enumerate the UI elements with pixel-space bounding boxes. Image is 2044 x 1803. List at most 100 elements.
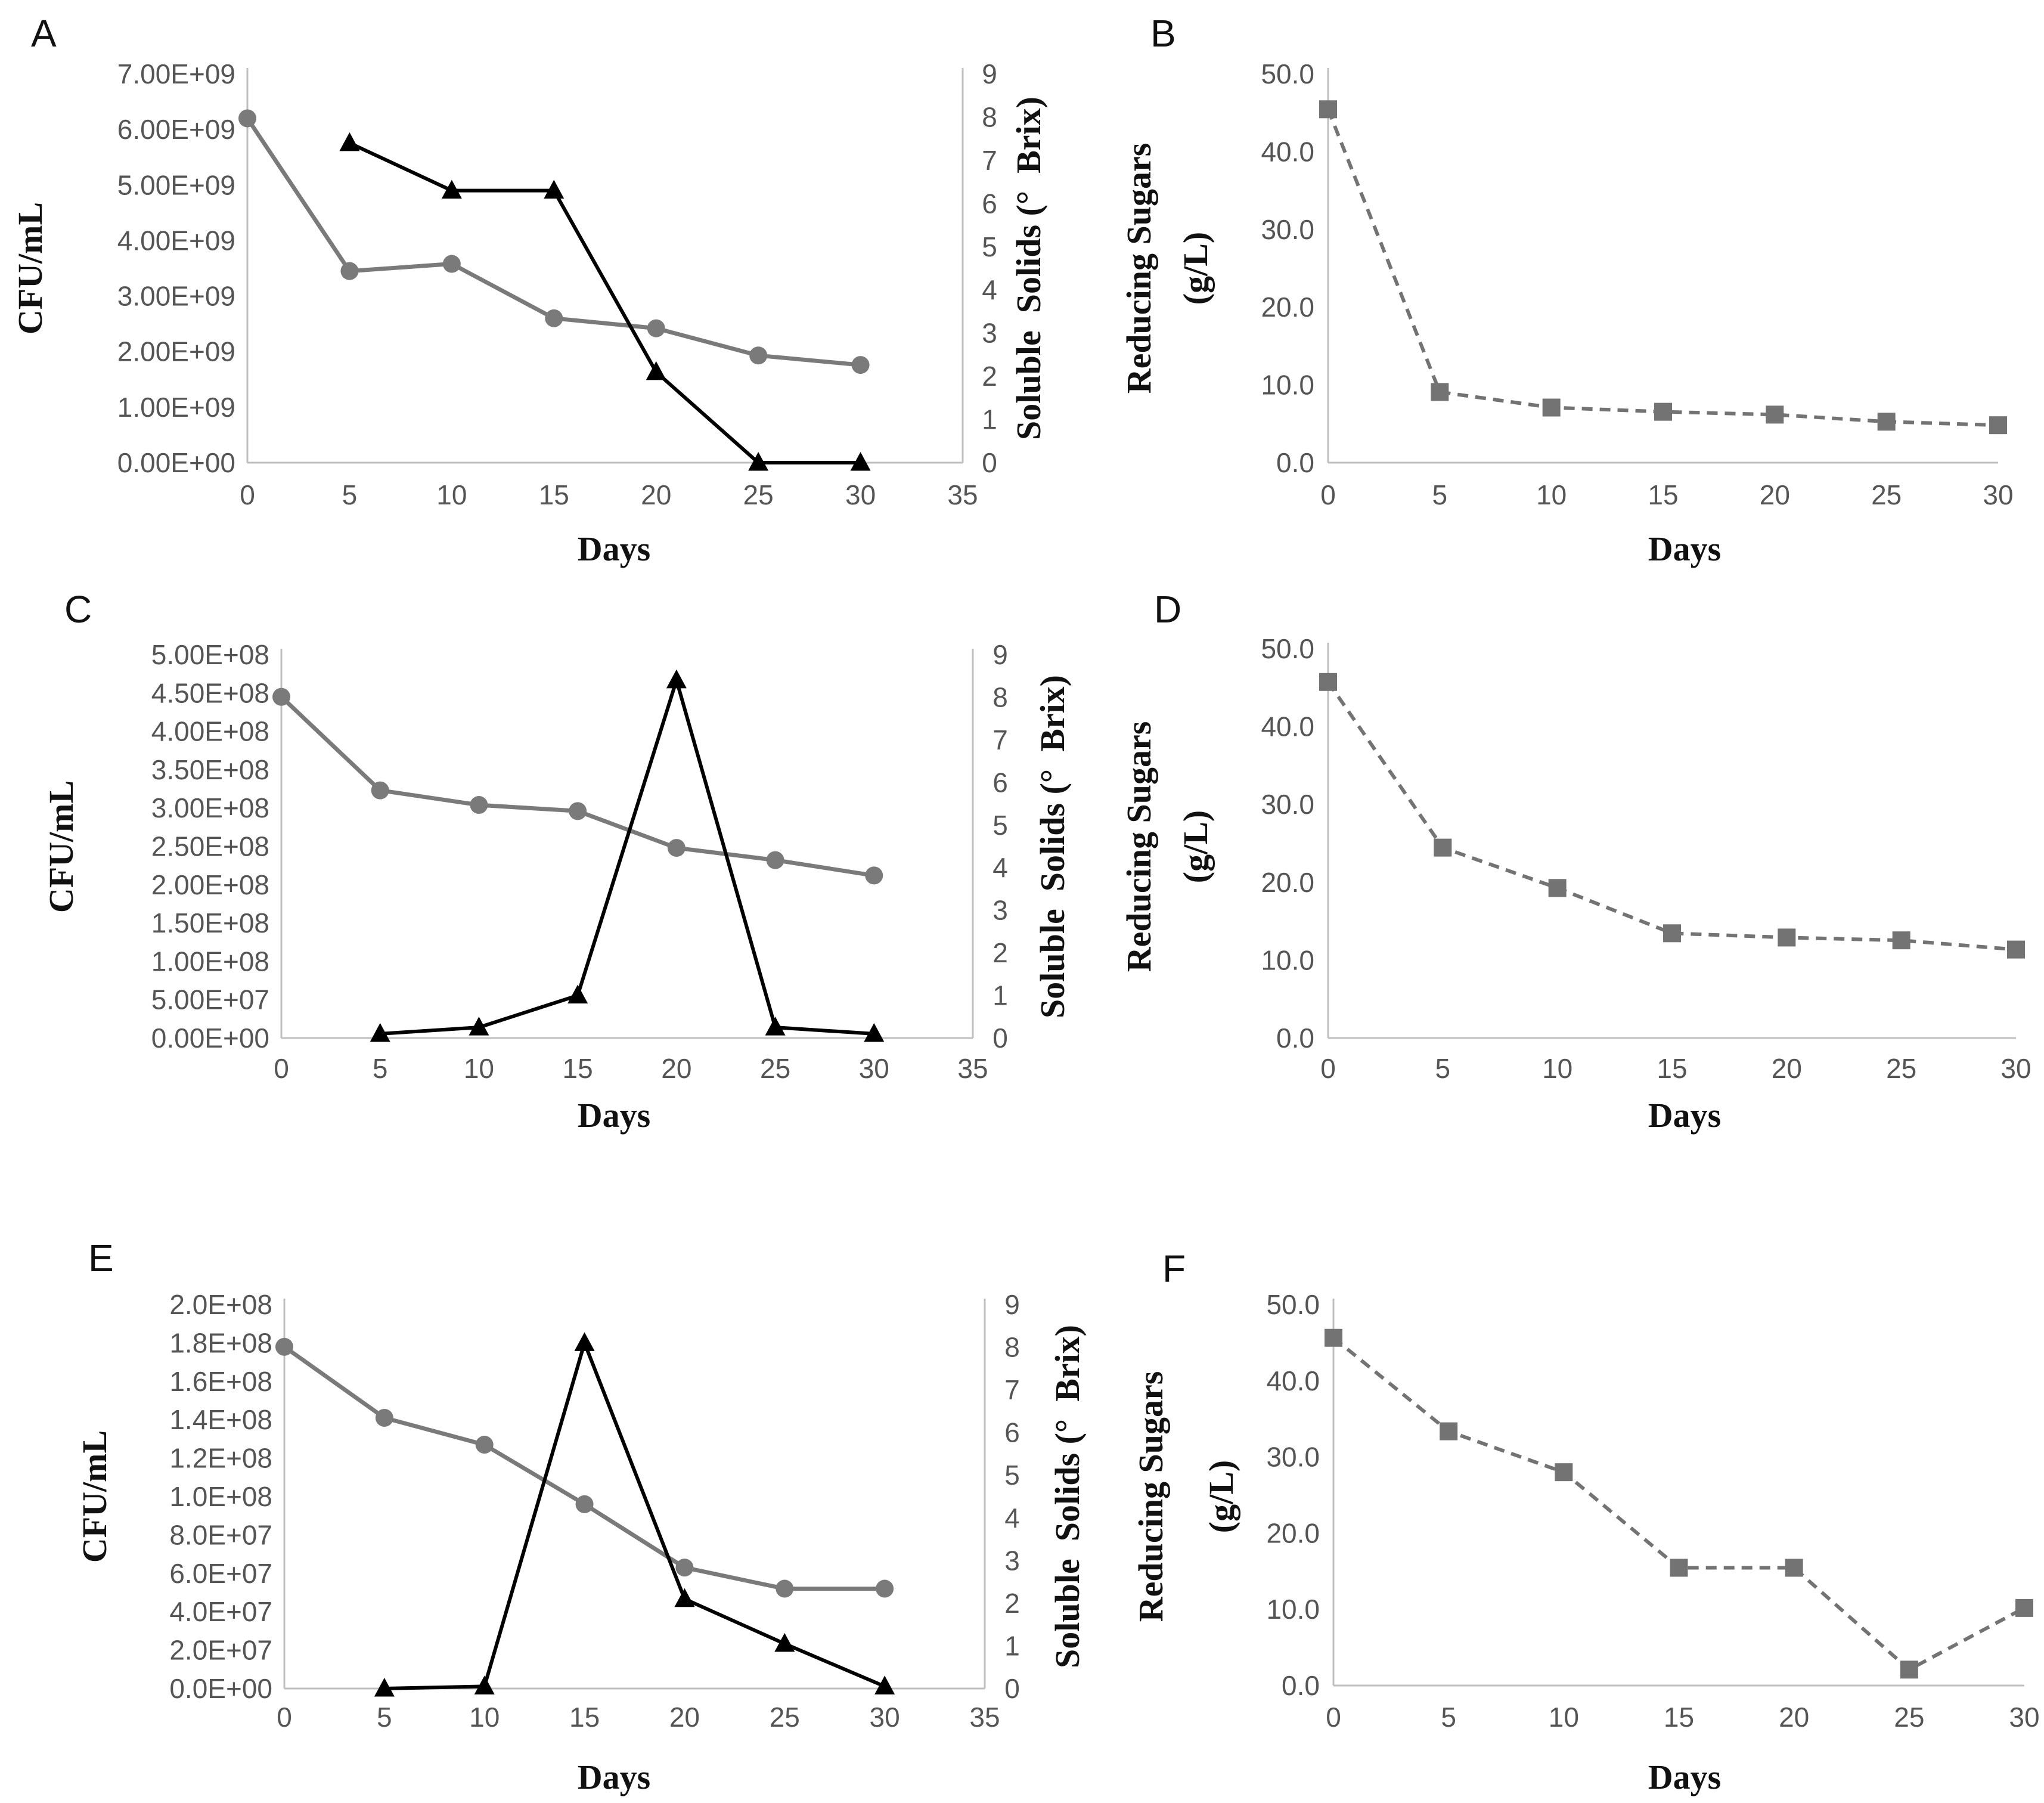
data-point-square bbox=[1877, 413, 1896, 431]
x-tick-label: 15 bbox=[563, 1053, 593, 1084]
y-tick-label: 5.00E+08 bbox=[151, 639, 269, 670]
data-point-square bbox=[2007, 940, 2025, 959]
data-point-triangle bbox=[567, 984, 588, 1004]
y2-tick-label: 2 bbox=[982, 361, 997, 392]
y-tick-label: 0.0 bbox=[1282, 1670, 1320, 1701]
y-tick-label: 7.00E+09 bbox=[117, 58, 235, 89]
x-tick-label: 10 bbox=[1542, 1053, 1572, 1084]
x-tick-label: 25 bbox=[743, 479, 774, 510]
y-axis-title: CFU/mL bbox=[75, 1430, 114, 1563]
data-point-triangle bbox=[544, 179, 564, 199]
y2-tick-label: 7 bbox=[1004, 1374, 1020, 1405]
x-tick-label: 20 bbox=[1760, 479, 1790, 510]
x-tick-label: 5 bbox=[1432, 479, 1448, 510]
data-point-triangle bbox=[864, 1023, 885, 1042]
y2-tick-label: 5 bbox=[1004, 1460, 1020, 1491]
series-line-circle bbox=[283, 1344, 885, 1591]
data-point-triangle bbox=[469, 1017, 489, 1036]
data-point-square bbox=[1555, 1463, 1573, 1482]
y-tick-label: 3.50E+08 bbox=[151, 754, 269, 785]
y2-axis-title: Soluble Solids (° Brix) bbox=[1048, 1325, 1087, 1668]
x-tick-label: 25 bbox=[1894, 1702, 1924, 1733]
data-point-square bbox=[1778, 928, 1796, 947]
x-axis-title: Days bbox=[578, 1758, 650, 1796]
data-point-circle bbox=[675, 1559, 694, 1577]
y2-tick-label: 0 bbox=[1004, 1673, 1020, 1704]
y-tick-label: 2.00E+08 bbox=[151, 869, 269, 900]
panel-letter: F bbox=[1162, 1247, 1186, 1290]
y-tick-label: 4.00E+09 bbox=[117, 225, 235, 256]
panel-letter: E bbox=[88, 1237, 114, 1280]
x-tick-label: 30 bbox=[845, 479, 876, 510]
data-point-square bbox=[1900, 1661, 1918, 1679]
y-tick-label: 20.0 bbox=[1266, 1517, 1320, 1548]
data-point-square bbox=[1892, 931, 1910, 950]
y-axis-title-unit: (g/L) bbox=[1176, 232, 1215, 305]
panel-letter: D bbox=[1154, 588, 1181, 631]
data-point-square bbox=[1663, 924, 1681, 943]
y-tick-label: 10.0 bbox=[1266, 1594, 1320, 1625]
data-point-circle bbox=[545, 309, 563, 327]
y-tick-label: 20.0 bbox=[1261, 867, 1314, 898]
y2-tick-label: 7 bbox=[982, 145, 997, 176]
x-tick-label: 5 bbox=[342, 479, 358, 510]
data-point-square bbox=[1431, 383, 1449, 401]
series-line-triangle bbox=[349, 141, 861, 464]
y-tick-label: 2.00E+09 bbox=[117, 336, 235, 367]
y-tick-label: 4.0E+07 bbox=[169, 1596, 272, 1627]
data-point-circle bbox=[575, 1495, 594, 1513]
x-tick-label: 30 bbox=[1983, 479, 2013, 510]
data-point-circle bbox=[275, 1337, 293, 1356]
y-tick-label: 0.00E+00 bbox=[117, 447, 235, 478]
x-tick-label: 5 bbox=[1435, 1053, 1451, 1084]
series-line-square bbox=[1326, 681, 2017, 952]
data-point-triangle bbox=[646, 361, 666, 380]
data-point-circle bbox=[272, 687, 290, 706]
y-tick-label: 1.4E+08 bbox=[169, 1404, 272, 1435]
data-point-triangle bbox=[374, 1678, 395, 1697]
x-axis-title: Days bbox=[1648, 529, 1721, 568]
data-point-square bbox=[1670, 1559, 1688, 1577]
y2-tick-label: 9 bbox=[982, 58, 997, 89]
panel-a: A 0.00E+00 1.00E+09 2.00E+09 3.00E+09 4.00E+0… bbox=[11, 12, 1048, 568]
y2-tick-label: 7 bbox=[992, 724, 1008, 755]
x-tick-label: 30 bbox=[2000, 1053, 2031, 1084]
data-point-triangle bbox=[666, 669, 687, 689]
y-tick-label: 0.0 bbox=[1276, 447, 1314, 478]
data-point-square bbox=[1434, 838, 1452, 857]
y-tick-label: 0.0E+00 bbox=[169, 1673, 272, 1704]
y-tick-label: 6.00E+09 bbox=[117, 114, 235, 145]
y-tick-label: 40.0 bbox=[1261, 136, 1314, 167]
y-tick-label: 8.0E+07 bbox=[169, 1519, 272, 1550]
y2-tick-label: 0 bbox=[982, 447, 997, 478]
x-tick-label: 5 bbox=[377, 1702, 392, 1733]
y-tick-label: 2.50E+08 bbox=[151, 831, 269, 862]
y-tick-label: 1.0E+08 bbox=[169, 1481, 272, 1512]
x-tick-label: 10 bbox=[469, 1702, 500, 1733]
y2-tick-label: 6 bbox=[982, 188, 997, 219]
x-axis-title: Days bbox=[578, 1096, 650, 1135]
data-point-square bbox=[1542, 398, 1561, 417]
data-point-circle bbox=[569, 802, 587, 820]
y2-tick-label: 1 bbox=[1004, 1630, 1020, 1661]
y2-axis-title: Soluble Solids (° Brix) bbox=[1033, 675, 1072, 1018]
y2-tick-label: 0 bbox=[992, 1023, 1008, 1054]
data-point-circle bbox=[749, 346, 768, 365]
y-tick-label: 40.0 bbox=[1261, 711, 1314, 742]
data-point-circle bbox=[776, 1579, 794, 1598]
panel-letter: C bbox=[64, 588, 92, 631]
data-point-triangle bbox=[774, 1632, 795, 1652]
x-tick-label: 0 bbox=[240, 479, 255, 510]
y-axis-title-unit: (g/L) bbox=[1202, 1460, 1240, 1533]
y2-tick-label: 2 bbox=[992, 937, 1008, 968]
x-tick-label: 25 bbox=[760, 1053, 790, 1084]
y2-tick-label: 9 bbox=[1004, 1289, 1020, 1320]
y-tick-label: 1.00E+08 bbox=[151, 946, 269, 977]
y-tick-label: 4.50E+08 bbox=[151, 677, 269, 708]
data-point-square bbox=[1785, 1559, 1803, 1577]
x-tick-label: 15 bbox=[1648, 479, 1678, 510]
data-point-square bbox=[1766, 405, 1784, 424]
y2-tick-label: 4 bbox=[1004, 1502, 1020, 1534]
panel-e: E 0.0E+00 2.0E+07 4.0E+07 6.0E+07 8.0E+07 1.0E… bbox=[75, 1237, 1087, 1796]
